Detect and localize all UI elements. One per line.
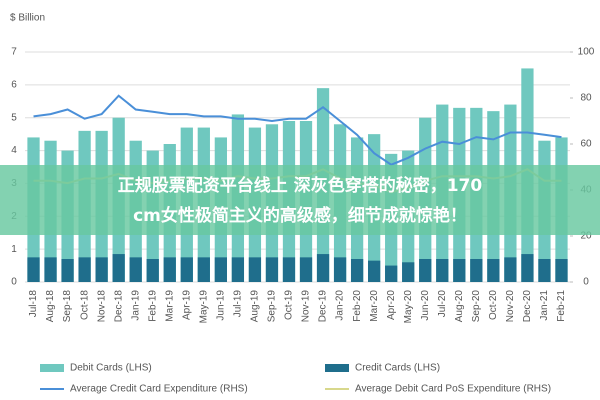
y2-tick-label: 60 <box>580 139 592 150</box>
banner <box>0 165 600 235</box>
legend-label: Average Debit Card PoS Expenditure (RHS) <box>355 384 551 395</box>
x-tick-label: Dec-19 <box>318 290 329 323</box>
x-tick-label: Jan-19 <box>130 290 141 321</box>
x-tick-label: Mar-20 <box>369 290 380 322</box>
line <box>33 94 562 166</box>
x-tick-label: May-19 <box>198 290 209 324</box>
bar <box>538 259 551 282</box>
bar <box>95 257 108 282</box>
bar <box>248 257 262 282</box>
x-tick-label: Jan-21 <box>539 290 550 321</box>
bar <box>197 257 210 282</box>
legend-swatch <box>325 364 349 372</box>
bar <box>453 259 466 282</box>
y2-tick-label: 20 <box>580 231 592 242</box>
bar <box>44 257 57 282</box>
bar <box>282 257 296 282</box>
x-tick-label: Feb-21 <box>556 290 567 322</box>
bar <box>333 257 347 282</box>
x-tick-label: Nov-19 <box>301 290 312 323</box>
x-tick-label: Feb-20 <box>352 290 363 322</box>
banner-text: 正规股票配资平台线上 深灰色穿搭的秘密，170 <box>118 175 483 196</box>
legend-label: Debit Cards (LHS) <box>70 363 152 374</box>
y-tick-label: 6 <box>11 79 17 90</box>
x-tick-label: Sep-19 <box>267 290 278 323</box>
x-tick-label: Jun-19 <box>216 290 227 321</box>
y2-tick-label: 80 <box>580 93 592 104</box>
bar <box>555 259 568 282</box>
x-tick-label: Jul-19 <box>233 290 244 318</box>
bar <box>504 257 517 282</box>
bar <box>299 257 313 282</box>
x-tick-label: Sep-20 <box>471 290 482 323</box>
bar <box>487 259 500 282</box>
y-tick-label: 7 <box>11 47 17 58</box>
x-tick-label: Sep-18 <box>62 290 73 323</box>
bar <box>27 257 40 282</box>
x-tick-label: Mar-19 <box>164 290 175 322</box>
x-tick-label: Aug-20 <box>454 290 465 323</box>
bar <box>163 257 176 282</box>
x-tick-label: Dec-20 <box>522 290 533 323</box>
y-tick-label: 1 <box>11 244 17 255</box>
x-tick-label: Nov-18 <box>96 290 107 323</box>
bar <box>129 257 142 282</box>
bar <box>78 257 91 282</box>
x-tick-label: Oct-20 <box>488 290 499 320</box>
y-tick-label: 5 <box>11 112 17 123</box>
bar <box>368 260 381 282</box>
y-tick-label: 0 <box>11 277 17 288</box>
y-axis-label: $ Billion <box>10 13 45 24</box>
x-tick-label: May-20 <box>403 290 414 324</box>
bar <box>402 262 415 282</box>
x-tick-label: Jan-20 <box>335 290 346 321</box>
bar <box>350 259 364 282</box>
x-tick-label: Jun-20 <box>420 290 431 321</box>
bar <box>385 265 398 282</box>
x-tick-label: Jul-18 <box>28 290 39 318</box>
y2-tick-label: 100 <box>578 47 595 58</box>
x-tick-label: Nov-20 <box>505 290 516 323</box>
x-tick-label: Aug-19 <box>250 290 261 323</box>
legend-label: Average Credit Card Expenditure (RHS) <box>70 384 248 395</box>
bar <box>112 254 125 282</box>
x-tick-label: Apr-19 <box>181 290 192 320</box>
x-tick-label: Apr-20 <box>386 290 397 320</box>
x-tick-label: Aug-18 <box>45 290 56 323</box>
bar <box>146 259 159 282</box>
banner-text: cm女性极简主义的高级感，细节成就惊艳！ <box>133 205 467 226</box>
bar <box>419 259 432 282</box>
bar <box>436 259 449 282</box>
x-tick-label: Oct-18 <box>79 290 90 320</box>
x-tick-label: Oct-19 <box>284 290 295 320</box>
bar <box>231 257 245 282</box>
legend-swatch <box>40 364 64 372</box>
bar <box>470 259 483 282</box>
x-tick-label: Feb-19 <box>147 290 158 322</box>
x-tick-label: Dec-18 <box>113 290 124 323</box>
bar <box>265 257 279 282</box>
y-tick-label: 4 <box>11 145 17 156</box>
bar <box>180 257 193 282</box>
bar <box>316 254 330 282</box>
bar <box>214 257 227 282</box>
legend-label: Credit Cards (LHS) <box>355 363 440 374</box>
y2-tick-label: 0 <box>583 277 589 288</box>
x-tick-label: Jul-20 <box>437 290 448 318</box>
bar <box>61 259 74 282</box>
bar <box>521 254 534 282</box>
